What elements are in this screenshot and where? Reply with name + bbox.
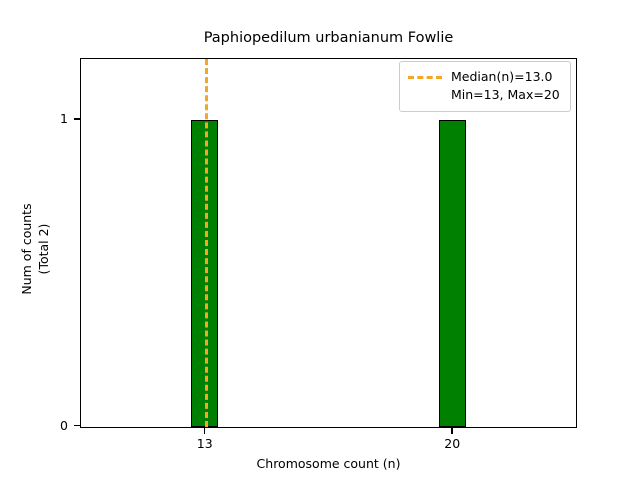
- dashed-line-icon: [408, 75, 442, 79]
- x-tick-mark-13: [203, 428, 206, 434]
- median-vline: [204, 59, 208, 427]
- x-axis-label: Chromosome count (n): [256, 456, 401, 471]
- y-axis-label-line-2: (Total 2): [36, 223, 51, 275]
- y-tick-label-1: 1: [60, 111, 68, 127]
- median-layer: [81, 59, 576, 427]
- bar-20[interactable]: [438, 120, 466, 427]
- legend-entry-median: Median(n)=13.0: [408, 68, 562, 86]
- x-tick-mark-20: [451, 428, 453, 434]
- plot-area: [80, 58, 577, 428]
- legend-label-median: Median(n)=13.0: [451, 69, 553, 84]
- y-axis-label: Num of counts (Total 2): [18, 99, 52, 399]
- legend-entry-minmax: Min=13, Max=20: [408, 86, 562, 104]
- y-tick-label-0: 0: [60, 418, 68, 433]
- chart-title: Paphiopedilum urbanianum Fowlie: [203, 30, 454, 46]
- legend-label-minmax: Min=13, Max=20: [451, 87, 560, 102]
- legend: Median(n)=13.0 Min=13, Max=20: [399, 61, 571, 112]
- x-tick-label-13: 13: [196, 436, 213, 451]
- y-tick-mark-1: [74, 118, 80, 120]
- x-tick-label-20: 20: [444, 436, 461, 451]
- y-axis-label-line-1: Num of counts: [19, 203, 34, 295]
- y-tick-mark-0: [74, 425, 80, 427]
